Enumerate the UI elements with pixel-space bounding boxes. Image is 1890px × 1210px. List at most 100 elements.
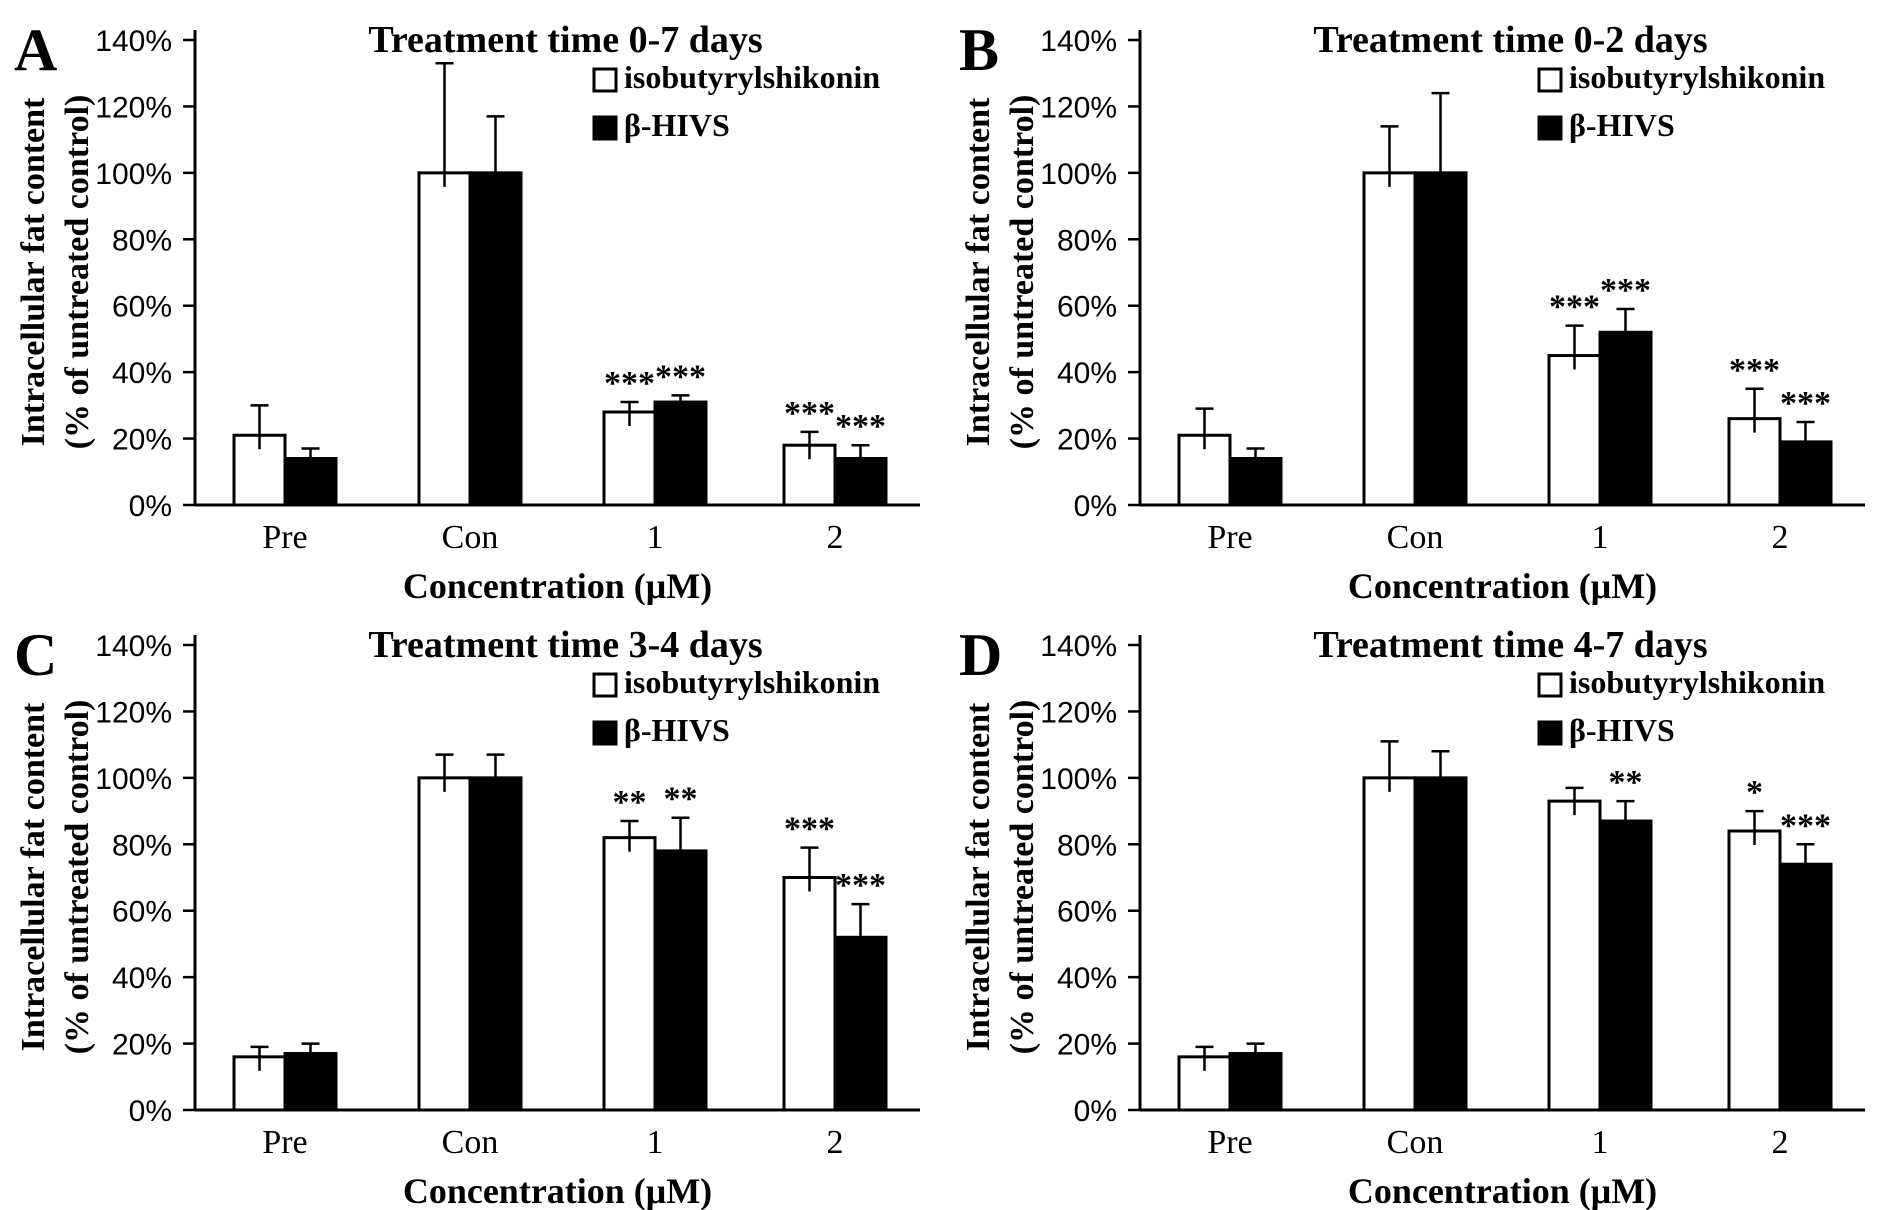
x-category-label: 2 — [827, 519, 844, 556]
bar — [1598, 330, 1653, 507]
y-axis-title-line: Intracellular fat content — [15, 702, 52, 1051]
significance-stars: *** — [1729, 352, 1780, 389]
y-tick-label: 80% — [112, 224, 172, 257]
significance-stars: ** — [664, 781, 698, 818]
significance-stars: *** — [604, 365, 655, 402]
legend-label: β-HIVS — [624, 712, 730, 748]
x-category-label: 1 — [1592, 519, 1609, 556]
chart-title: Treatment time 3-4 days — [368, 624, 762, 666]
y-axis-title-line: Intracellular fat content — [15, 97, 52, 446]
y-tick-label: 20% — [1057, 424, 1117, 457]
x-axis-title: Concentration (μM) — [403, 566, 712, 605]
x-axis-title: Concentration (μM) — [403, 1171, 712, 1210]
bar — [1413, 171, 1468, 507]
y-tick-label: 0% — [1074, 490, 1117, 523]
y-axis-title-line: (% of untreated control) — [59, 700, 96, 1055]
y-tick-label: 20% — [112, 1029, 172, 1062]
y-tick-label: 140% — [1040, 25, 1117, 58]
y-tick-label: 80% — [1057, 224, 1117, 257]
significance-stars: *** — [1780, 807, 1831, 844]
chart-panel-a: A 0% 20% 40% 60% 80% 100% 120% 140% Treatment tim… — [0, 0, 945, 605]
y-tick-label: 60% — [112, 291, 172, 324]
bar — [1362, 171, 1417, 507]
bar — [417, 171, 472, 507]
significance-stars: *** — [835, 867, 886, 904]
x-category-label: Pre — [262, 519, 307, 556]
bar — [1547, 799, 1602, 1112]
significance-stars: *** — [655, 358, 706, 395]
y-tick-label: 100% — [95, 158, 172, 191]
y-tick-label: 0% — [1074, 1095, 1117, 1128]
legend-swatch — [1537, 672, 1563, 698]
significance-stars: *** — [835, 408, 886, 445]
y-tick-label: 80% — [112, 829, 172, 862]
y-tick-label: 120% — [95, 91, 172, 124]
y-tick-label: 60% — [1057, 291, 1117, 324]
chart-panel-c: C 0% 20% 40% 60% 80% 100% 120% 140% Treatment tim… — [0, 605, 945, 1210]
bar — [1778, 862, 1833, 1112]
y-tick-label: 140% — [95, 630, 172, 663]
y-tick-label: 40% — [1057, 357, 1117, 390]
panel-letter: D — [959, 622, 1002, 688]
legend-label: isobutyrylshikonin — [1569, 59, 1825, 95]
x-category-label: Pre — [1207, 519, 1252, 556]
x-category-label: 2 — [1772, 1124, 1789, 1161]
panel-letter: C — [14, 622, 57, 688]
significance-stars: *** — [784, 811, 835, 848]
y-axis-title-line: Intracellular fat content — [960, 97, 997, 446]
panel-letter: A — [14, 17, 57, 83]
bar — [1727, 417, 1782, 507]
x-category-label: Pre — [262, 1124, 307, 1161]
y-axis-title-line: Intracellular fat content — [960, 702, 997, 1051]
legend-swatch — [1537, 115, 1563, 141]
y-tick-label: 120% — [1040, 696, 1117, 729]
y-tick-label: 120% — [95, 696, 172, 729]
y-tick-label: 80% — [1057, 829, 1117, 862]
legend-label: isobutyrylshikonin — [624, 59, 880, 95]
legend-swatch — [592, 67, 618, 93]
bar — [1727, 829, 1782, 1112]
significance-stars: ** — [1609, 764, 1643, 801]
x-axis-title: Concentration (μM) — [1348, 1171, 1657, 1210]
y-tick-label: 20% — [112, 424, 172, 457]
legend-label: isobutyrylshikonin — [624, 664, 880, 700]
bar — [468, 171, 523, 507]
y-tick-label: 0% — [129, 490, 172, 523]
legend-label: β-HIVS — [624, 107, 730, 143]
y-tick-label: 0% — [129, 1095, 172, 1128]
legend-swatch — [592, 720, 618, 746]
y-tick-label: 100% — [1040, 763, 1117, 796]
bar — [468, 776, 523, 1112]
bar — [1362, 776, 1417, 1112]
y-tick-label: 120% — [1040, 91, 1117, 124]
chart-panel-d: D 0% 20% 40% 60% 80% 100% 120% 140% Treatment tim… — [945, 605, 1890, 1210]
y-tick-label: 100% — [1040, 158, 1117, 191]
y-axis-title-line: (% of untreated control) — [1004, 95, 1041, 450]
legend-swatch — [1537, 67, 1563, 93]
bar — [653, 849, 708, 1112]
bar — [417, 776, 472, 1112]
y-tick-label: 60% — [1057, 896, 1117, 929]
legend-label: isobutyrylshikonin — [1569, 664, 1825, 700]
bar — [1547, 354, 1602, 507]
x-category-label: 2 — [827, 1124, 844, 1161]
legend-label: β-HIVS — [1569, 712, 1675, 748]
panel-letter: B — [959, 17, 999, 83]
bar — [1598, 819, 1653, 1112]
y-axis-title-line: (% of untreated control) — [59, 95, 96, 450]
bar — [833, 935, 888, 1112]
y-tick-label: 140% — [1040, 630, 1117, 663]
significance-stars: *** — [1780, 385, 1831, 422]
y-tick-label: 20% — [1057, 1029, 1117, 1062]
significance-stars: *** — [1549, 289, 1600, 326]
x-category-label: 2 — [1772, 519, 1789, 556]
bar — [1413, 776, 1468, 1112]
y-axis-title-line: (% of untreated control) — [1004, 700, 1041, 1055]
x-category-label: 1 — [647, 1124, 664, 1161]
bar — [653, 400, 708, 507]
chart-title: Treatment time 0-7 days — [368, 19, 762, 61]
legend-swatch — [1537, 720, 1563, 746]
x-category-label: Con — [442, 1124, 499, 1161]
significance-stars: ** — [613, 784, 647, 821]
x-category-label: Con — [1387, 519, 1444, 556]
